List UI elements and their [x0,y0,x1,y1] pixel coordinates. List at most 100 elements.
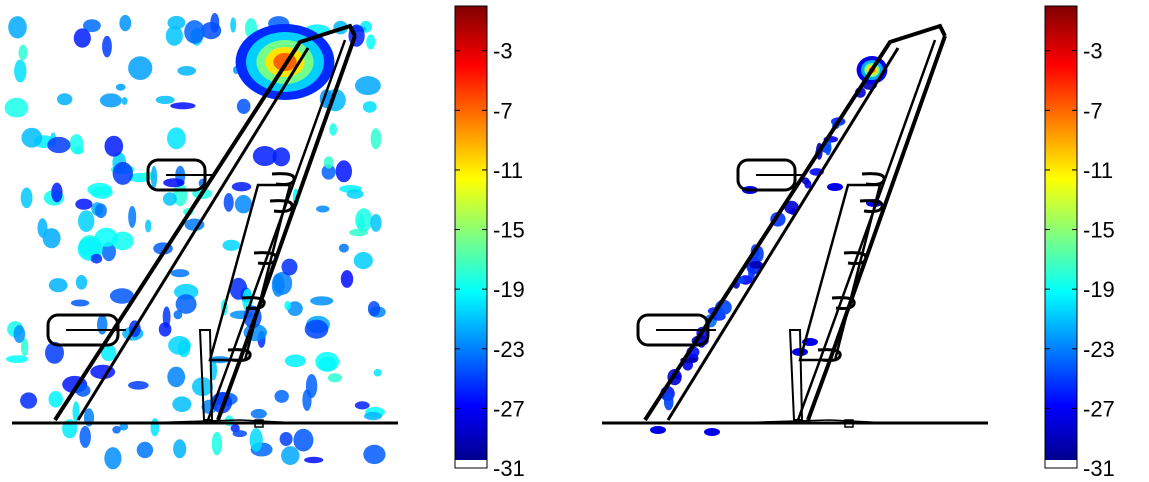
source-blob [370,214,382,232]
source-blob [222,239,241,251]
source-blob [367,301,381,317]
left-beamform-panel: -3 -7 -11 -15 -19 -23 -27 -31 [0,0,574,482]
source-blob [717,307,725,319]
source-blob [83,19,101,33]
right-beamform-panel: -3 -7 -11 -15 -19 -23 -27 -31 [590,0,1149,482]
flap-track-fairing [271,172,296,186]
source-blob [663,393,674,411]
source-blob [145,219,152,233]
source-blob [158,322,172,337]
source-blob [827,183,843,191]
colorbar-tick-label: -23 [1083,337,1115,362]
colorbar-tick-label: -7 [1083,98,1103,123]
source-blob [340,270,354,288]
colorbar-tick-label: -19 [1083,277,1115,302]
source-blob [112,426,121,434]
flap-track-fairing [253,251,278,265]
source-blob [250,408,267,419]
source-blob [45,341,64,364]
flap-track-fairing [859,199,884,213]
source-blob [335,160,352,183]
source-blob [704,428,720,436]
source-blob [184,20,205,44]
source-blob [14,59,27,83]
colorbar-tick-label: -11 [493,158,523,183]
source-blob [174,283,199,300]
source-blob [21,338,29,357]
colorbar-frame [454,5,488,469]
source-blob [48,391,63,408]
source-blob [128,56,153,80]
source-blob [354,401,370,410]
colorbar-gradient [455,6,487,460]
source-blob [128,205,137,228]
source-blob [168,336,191,355]
source-blob [104,447,122,470]
left-source-map: -3 -7 -11 -15 -19 -23 -27 -31 [4,5,525,481]
source-blob [109,288,134,304]
source-blob [167,15,186,30]
source-blob [236,98,251,114]
source-blob [56,93,73,106]
colorbar: -3 -7 -11 -15 -19 -23 -27 -31 [454,5,525,481]
source-blob [75,384,91,397]
source-blob [94,203,107,218]
source-blob [338,243,349,253]
source-blob [223,193,234,212]
source-blob [211,431,223,456]
source-blob [136,441,154,459]
source-blob [234,195,252,214]
root-fairing [729,419,891,424]
root-marker [844,419,854,428]
source-blob [172,396,192,413]
source-blob [102,35,112,58]
source-blob [231,182,252,192]
source-blob [310,296,334,306]
source-blob [20,187,33,209]
colorbar-tick-label: -3 [1083,39,1103,64]
root-fairing [139,419,301,424]
colorbar-tick-label: -15 [493,218,525,243]
source-blob [327,373,343,383]
source-blob [5,355,29,363]
source-blob [48,278,68,293]
source-blob [281,258,298,276]
source-blob [37,218,48,238]
source-blob [128,381,149,390]
source-blob [167,127,186,150]
source-blob [79,425,91,448]
source-blob [362,101,377,113]
source-blob [165,26,183,46]
leading-edge-inner [76,47,310,421]
source-blob [353,252,373,270]
source-blob [51,182,63,203]
source-blob [274,389,289,403]
source-blob [170,269,190,278]
source-blob [73,28,91,48]
leading-edge-inner [666,47,900,421]
source-blob [163,178,185,188]
source-blob [170,102,196,110]
source-blob [284,354,306,368]
source-blob [101,242,116,262]
flap-root [198,329,214,421]
source-blob [323,156,334,169]
source-blob [232,430,247,438]
leading-edge [643,23,947,422]
source-blob [75,198,93,210]
colorbar-bottom-band [455,460,487,468]
acoustic-source-blobs [4,13,386,470]
source-blob [364,412,383,421]
source-blob [150,165,158,189]
flap-track-fairing [843,251,868,265]
source-blob [119,422,129,431]
source-blob [173,439,187,459]
source-blob [784,200,799,214]
right-source-map: -3 -7 -11 -15 -19 -23 -27 -31 [602,5,1115,481]
source-blob [112,161,133,185]
source-blob [293,428,314,452]
source-blob [155,95,175,105]
colorbar-gradient [1045,6,1077,460]
source-blob [373,368,382,377]
source-blob [75,275,88,290]
